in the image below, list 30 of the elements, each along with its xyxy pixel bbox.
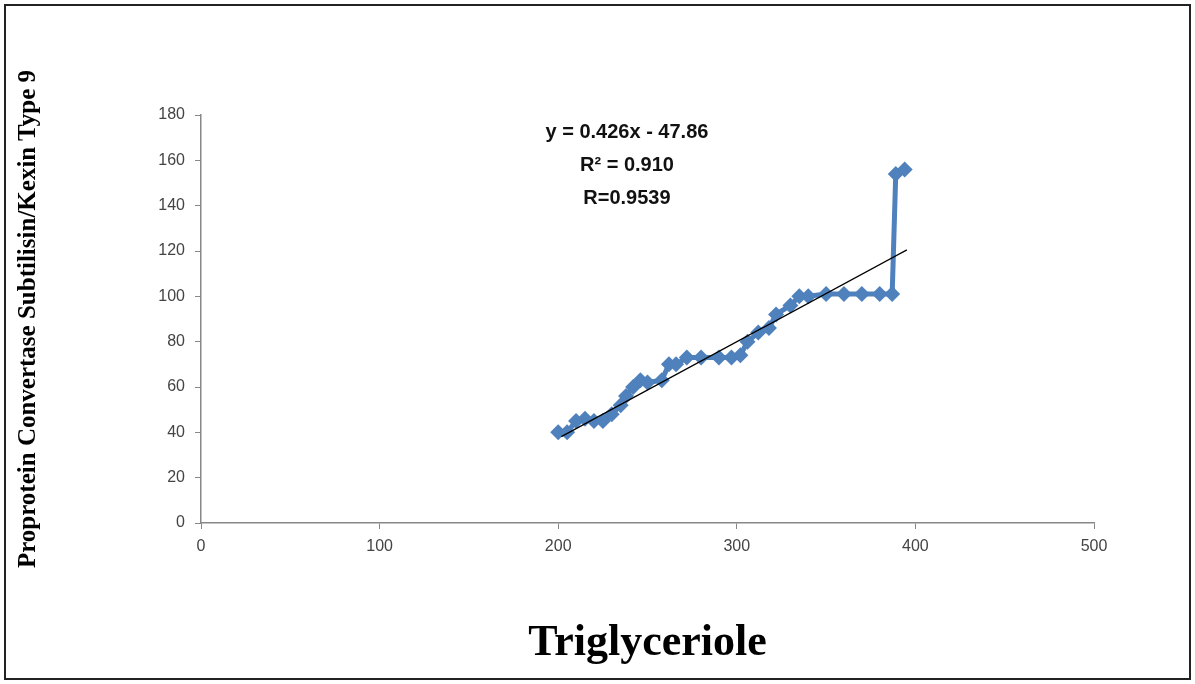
y-tick-label: 60 <box>167 377 186 395</box>
point <box>884 286 901 303</box>
point <box>768 306 785 323</box>
point <box>739 333 756 350</box>
point <box>896 161 913 178</box>
y-tick-label: 40 <box>167 422 186 440</box>
point <box>887 165 904 182</box>
point <box>732 347 749 364</box>
annotation: R=0.9539 <box>583 185 671 208</box>
y-tick-label: 80 <box>167 332 186 350</box>
y-tick-label: 120 <box>158 241 186 259</box>
point <box>678 349 695 366</box>
x-tick-label: 300 <box>723 537 751 555</box>
y-tick-label: 160 <box>158 150 186 168</box>
y-tick-label: 180 <box>158 105 186 123</box>
annotation: y = 0.426x - 47.86 <box>545 119 709 142</box>
y-tick-label: 20 <box>167 468 186 486</box>
point <box>782 297 799 314</box>
x-tick-label: 100 <box>366 537 394 555</box>
y-tick-label: 0 <box>176 513 186 531</box>
annotation: R² = 0.910 <box>579 152 674 175</box>
x-tick-label: 500 <box>1080 537 1108 555</box>
y-tick-label: 100 <box>158 286 186 304</box>
x-tick-label: 400 <box>902 537 929 555</box>
x-tick-label: 200 <box>544 537 572 555</box>
y-tick-label: 140 <box>158 196 186 214</box>
point <box>618 388 635 405</box>
y-axis-title: Proprotein Convertase Subtilisin/Kexin Type 9 <box>13 69 41 569</box>
x-axis-title: Triglyceriole <box>528 615 767 665</box>
x-tick-label: 0 <box>196 537 206 555</box>
